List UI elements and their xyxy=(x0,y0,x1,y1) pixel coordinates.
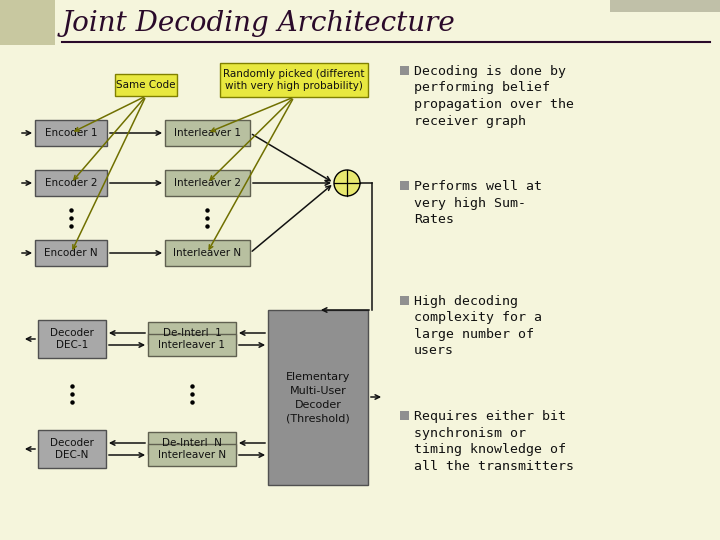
Text: De-Interl  1: De-Interl 1 xyxy=(163,328,221,338)
FancyBboxPatch shape xyxy=(148,432,236,454)
FancyBboxPatch shape xyxy=(38,430,106,468)
FancyBboxPatch shape xyxy=(35,120,107,146)
FancyBboxPatch shape xyxy=(268,310,368,485)
Text: Randomly picked (different
with very high probability): Randomly picked (different with very hig… xyxy=(223,69,365,91)
Text: Interleaver N: Interleaver N xyxy=(174,248,242,258)
Text: Encoder 1: Encoder 1 xyxy=(45,128,97,138)
FancyBboxPatch shape xyxy=(165,170,250,196)
Text: Decoder
DEC-1: Decoder DEC-1 xyxy=(50,328,94,350)
Text: Interleaver 1: Interleaver 1 xyxy=(158,340,225,350)
Text: Interleaver N: Interleaver N xyxy=(158,450,226,460)
FancyBboxPatch shape xyxy=(38,320,106,358)
Text: De-Interl  N: De-Interl N xyxy=(162,438,222,448)
FancyBboxPatch shape xyxy=(148,444,236,466)
Text: Interleaver 1: Interleaver 1 xyxy=(174,128,241,138)
FancyBboxPatch shape xyxy=(165,240,250,266)
FancyBboxPatch shape xyxy=(400,181,409,190)
FancyBboxPatch shape xyxy=(35,170,107,196)
Text: Joint Decoding Architecture: Joint Decoding Architecture xyxy=(62,10,456,37)
FancyBboxPatch shape xyxy=(400,411,409,420)
Text: Encoder 2: Encoder 2 xyxy=(45,178,97,188)
FancyBboxPatch shape xyxy=(0,0,55,45)
FancyBboxPatch shape xyxy=(220,63,368,97)
FancyBboxPatch shape xyxy=(400,296,409,305)
Text: Encoder N: Encoder N xyxy=(44,248,98,258)
Text: Requires either bit
synchronism or
timing knowledge of
all the transmitters: Requires either bit synchronism or timin… xyxy=(414,410,574,472)
Text: Interleaver 2: Interleaver 2 xyxy=(174,178,241,188)
FancyBboxPatch shape xyxy=(35,240,107,266)
FancyBboxPatch shape xyxy=(148,322,236,344)
Text: Performs well at
very high Sum-
Rates: Performs well at very high Sum- Rates xyxy=(414,180,542,226)
Text: Decoder
DEC-N: Decoder DEC-N xyxy=(50,438,94,460)
Text: High decoding
complexity for a
large number of
users: High decoding complexity for a large num… xyxy=(414,295,542,357)
FancyBboxPatch shape xyxy=(165,120,250,146)
FancyBboxPatch shape xyxy=(148,334,236,356)
FancyBboxPatch shape xyxy=(115,74,177,96)
Text: Decoding is done by
performing belief
propagation over the
receiver graph: Decoding is done by performing belief pr… xyxy=(414,65,574,127)
Text: Same Code: Same Code xyxy=(116,80,176,90)
FancyBboxPatch shape xyxy=(610,0,720,12)
Text: Elementary
Multi-User
Decoder
(Threshold): Elementary Multi-User Decoder (Threshold… xyxy=(286,372,350,423)
Circle shape xyxy=(334,170,360,196)
FancyBboxPatch shape xyxy=(400,66,409,75)
